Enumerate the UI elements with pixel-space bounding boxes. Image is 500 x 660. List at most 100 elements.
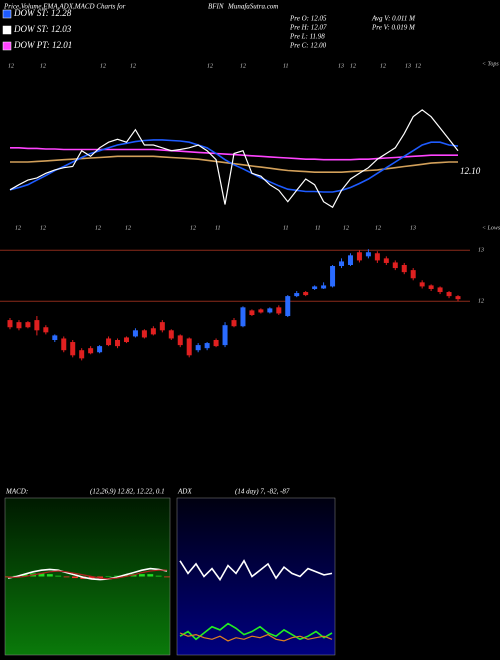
candle-body (419, 282, 425, 287)
legend-text: DOW PT: 12.01 (13, 40, 72, 50)
date-label: 12 (207, 63, 213, 69)
candle-body (70, 342, 76, 356)
histogram-bar (164, 576, 170, 578)
candle-body (383, 258, 389, 263)
date-label: 12 (40, 225, 46, 231)
histogram-bar (38, 573, 45, 577)
info: Pre V: 0.019 M (371, 24, 416, 32)
series-line (9, 109, 459, 209)
candle-body (61, 338, 67, 351)
candle-body (159, 322, 165, 331)
candle-body (16, 322, 22, 329)
date-label: 12 (15, 225, 21, 231)
candle-body (267, 308, 273, 313)
candle-body (339, 261, 345, 267)
candle-body (285, 296, 291, 317)
candle-body (34, 320, 40, 331)
y-tick-label: 12 (478, 299, 484, 305)
y-tick-label: 13 (478, 248, 484, 254)
candle-body (25, 322, 31, 328)
candle-body (249, 310, 255, 315)
candle-body (204, 343, 210, 349)
histogram-bar (55, 575, 62, 577)
candle-body (168, 330, 174, 339)
legend-text: DOW ST: 12.28 (13, 8, 72, 18)
candle-body (213, 340, 219, 347)
date-label: 12 (100, 63, 106, 69)
panel-title: ADX (177, 488, 192, 496)
date-label: 12 (375, 225, 381, 231)
series-line (9, 139, 459, 193)
candle-body (356, 252, 362, 261)
candle-body (410, 270, 416, 279)
candle-body (106, 338, 112, 346)
date-label: 12 (125, 225, 131, 231)
histogram-bar (97, 576, 103, 579)
date-label: 12 (240, 63, 246, 69)
candle-body (240, 307, 246, 327)
info: Pre O: 12.05 (289, 15, 327, 23)
info: Pre H: 12.07 (289, 24, 327, 32)
info: Avg V: 0.011 M (371, 15, 416, 23)
candle-body (115, 340, 121, 347)
info: Pre L: 11.98 (289, 33, 325, 41)
candle-body (321, 285, 327, 289)
header-symbol: BFIN (208, 3, 224, 11)
header-title: Price,Volume,EMA,ADX,MACD Charts for (3, 3, 126, 11)
candle-body (150, 328, 156, 335)
date-label: 12 (190, 225, 196, 231)
last-value: 12.10 (460, 166, 481, 176)
series-line (179, 622, 333, 641)
macd-panel (4, 497, 171, 656)
legend-swatch (2, 9, 12, 19)
histogram-bar (155, 575, 162, 577)
date-label: 13 (410, 225, 416, 231)
header-site: MunafaSutra.com (227, 3, 278, 11)
date-label: 13 (405, 63, 411, 69)
candle-body (141, 330, 147, 338)
date-label: 12 (380, 63, 386, 69)
series-line (7, 567, 168, 581)
panel-subtitle: (12,26,9) 12.82, 12.22, 0.1 (90, 488, 165, 496)
candle-body (365, 252, 371, 257)
date-label: 12 (415, 63, 421, 69)
candle-body (132, 330, 138, 337)
date-label: 11 (315, 225, 321, 231)
series-line (179, 632, 333, 642)
candle-body (97, 346, 103, 353)
panel-subtitle: (14 day) 7, -82, -87 (235, 488, 290, 496)
histogram-bar (88, 576, 95, 579)
candle-body (88, 348, 94, 354)
candle-body (7, 320, 13, 328)
histogram-bar (21, 574, 28, 577)
tops-label: < Tops (482, 61, 499, 67)
candle-body (231, 320, 237, 327)
adx-panel (176, 497, 336, 656)
candle-body (195, 345, 201, 351)
date-label: 12 (40, 63, 46, 69)
histogram-bar (46, 574, 53, 577)
date-label: 12 (95, 225, 101, 231)
candle-body (312, 286, 318, 289)
histogram-bar (105, 576, 112, 577)
panel-title: MACD: (5, 488, 28, 496)
series-line (8, 569, 167, 580)
date-label: 11 (283, 63, 289, 69)
candle-body (276, 307, 282, 314)
legend-swatch (2, 25, 12, 35)
candle-body (374, 253, 380, 261)
date-label: 13 (338, 63, 344, 69)
date-label: 11 (283, 225, 289, 231)
candle-body (52, 335, 58, 340)
histogram-bar (113, 575, 120, 577)
candle-body (258, 309, 264, 313)
legend-text: DOW ST: 12.03 (13, 24, 72, 34)
date-label: 12 (343, 225, 349, 231)
candle-body (392, 262, 398, 269)
series-line (179, 559, 333, 582)
histogram-bar (138, 574, 145, 577)
candle-body (123, 337, 129, 343)
date-label: 12 (130, 63, 136, 69)
